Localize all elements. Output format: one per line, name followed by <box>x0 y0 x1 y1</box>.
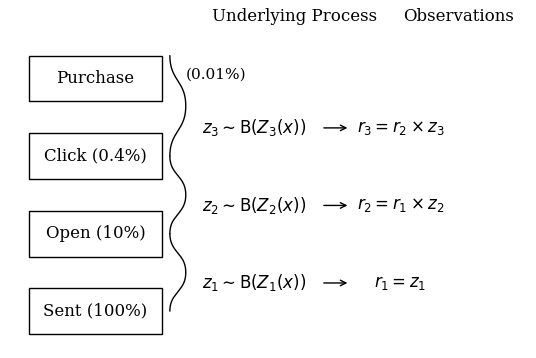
FancyBboxPatch shape <box>29 55 162 101</box>
Text: $r_1 = z_1$: $r_1 = z_1$ <box>374 274 426 292</box>
Text: Sent (100%): Sent (100%) <box>43 303 148 320</box>
Text: Purchase: Purchase <box>56 70 135 87</box>
Text: $r_3 = r_2 \times z_3$: $r_3 = r_2 \times z_3$ <box>357 119 445 137</box>
Text: (0.01%): (0.01%) <box>186 68 247 82</box>
Text: $z_2 \sim \mathrm{B}(Z_2(x))$: $z_2 \sim \mathrm{B}(Z_2(x))$ <box>202 195 306 216</box>
FancyBboxPatch shape <box>29 133 162 179</box>
Text: $z_1 \sim \mathrm{B}(Z_1(x))$: $z_1 \sim \mathrm{B}(Z_1(x))$ <box>202 272 306 294</box>
Text: Observations: Observations <box>404 8 515 25</box>
Text: Underlying Process: Underlying Process <box>212 8 377 25</box>
FancyBboxPatch shape <box>29 211 162 257</box>
FancyBboxPatch shape <box>29 288 162 334</box>
Text: Click (0.4%): Click (0.4%) <box>44 147 147 165</box>
Text: $z_3 \sim \mathrm{B}(Z_3(x))$: $z_3 \sim \mathrm{B}(Z_3(x))$ <box>202 117 306 139</box>
Text: Open (10%): Open (10%) <box>46 225 145 242</box>
Text: $r_2 = r_1 \times z_2$: $r_2 = r_1 \times z_2$ <box>357 197 444 214</box>
